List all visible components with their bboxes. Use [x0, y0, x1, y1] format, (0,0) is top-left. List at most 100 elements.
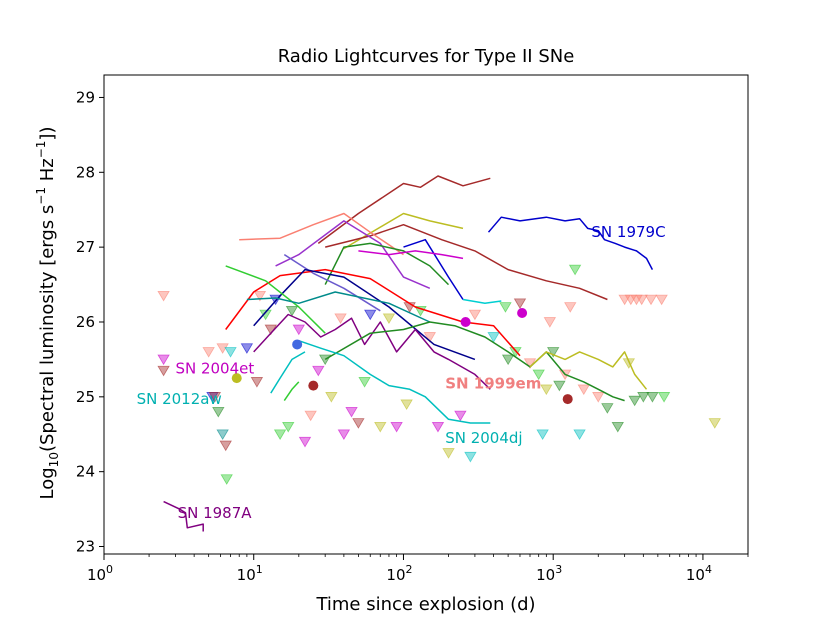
upper-limit-marker: [240, 343, 254, 354]
y-title-sup2: −1: [34, 141, 48, 159]
y-tick-label: 25: [76, 388, 95, 406]
upper-limit-marker: [325, 392, 338, 403]
upper-limit-marker: [513, 298, 527, 310]
upper-limit-marker: [304, 410, 317, 422]
upper-limit-marker: [250, 377, 264, 388]
upper-limit-marker: [382, 313, 396, 324]
lightcurve-red: [225, 268, 521, 357]
upper-limit-marker: [273, 429, 287, 440]
y-title-sub: 10: [47, 452, 61, 467]
upper-limit-marker: [202, 347, 215, 358]
upper-limit-marker: [334, 313, 347, 324]
lightcurve-navy: [253, 268, 476, 361]
y-tick-label: 23: [76, 538, 95, 556]
upper-limit-marker: [312, 365, 325, 377]
upper-limit-marker: [487, 332, 500, 343]
upper-limit-marker: [532, 369, 545, 381]
y-title-sup1: −1: [34, 187, 48, 205]
upper-limit-marker: [592, 392, 605, 403]
y-tick-label: 26: [76, 313, 95, 331]
lightcurve-sn-1987a: [163, 500, 204, 532]
x-axis-title: Time since explosion (d): [315, 594, 535, 615]
upper-limit-marker: [577, 384, 590, 396]
upper-limit-marker: [536, 429, 549, 440]
y-title-main: (Spectral luminosity [ergs s: [37, 205, 58, 452]
upper-limit-marker: [655, 294, 668, 306]
upper-limit-marker: [337, 429, 351, 440]
x-tick-label: 100: [87, 563, 113, 584]
series-label: SN 1979C: [591, 223, 665, 241]
upper-limit-marker: [285, 305, 299, 317]
plot-area: [103, 74, 749, 555]
upper-limit-marker: [601, 403, 614, 414]
y-axis-ticks: 23 24 25 26 27 28 29: [76, 88, 104, 556]
upper-limit-marker: [282, 421, 295, 433]
upper-limit-marker: [431, 421, 445, 433]
detection-point: [460, 316, 471, 327]
upper-limit-marker: [464, 451, 477, 463]
upper-limit-marker: [212, 406, 225, 418]
y-title-hz: Hz: [37, 158, 58, 187]
upper-limit-marker: [618, 294, 631, 306]
detection-point: [231, 373, 242, 384]
detection-point: [308, 380, 319, 391]
series-label: SN 1987A: [178, 504, 253, 522]
lightcurve-khaki-long: [529, 351, 648, 390]
lightcurve-sn-1979c: [487, 216, 654, 270]
upper-limit-marker: [635, 294, 648, 306]
upper-limit-marker: [216, 429, 229, 440]
y-tick-label: 28: [76, 163, 95, 181]
y-tick-label: 27: [76, 238, 95, 256]
lightcurve-purple-wiggle: [253, 313, 491, 390]
lightcurve-slate: [283, 253, 381, 312]
upper-limit-marker: [157, 365, 170, 377]
upper-limit-marker: [390, 421, 403, 433]
lightcurve-khaki: [343, 212, 464, 250]
upper-limit-marker: [468, 309, 482, 321]
upper-limit-marker: [292, 324, 306, 336]
upper-limit-marker: [352, 418, 365, 429]
upper-limit-marker: [657, 392, 671, 403]
upper-limit-marker: [220, 474, 233, 485]
lightcurve-blue-b: [403, 238, 464, 300]
series-label: SN 2004dj: [445, 429, 522, 447]
chart-title: Radio Lightcurves for Type II SNe: [278, 46, 575, 67]
upper-limit-marker: [345, 406, 358, 418]
lightcurve-teal-line: [246, 291, 431, 323]
lightcurve-brown-upper: [317, 175, 491, 245]
upper-limit-marker: [374, 421, 387, 433]
lightcurve-green: [324, 242, 450, 286]
upper-limit-marker: [509, 347, 522, 358]
x-tick-label: 104: [686, 563, 712, 584]
upper-limit-marker: [157, 290, 170, 302]
upper-limit-marker: [208, 392, 222, 403]
upper-limit-marker: [358, 377, 371, 388]
detection-point: [292, 339, 303, 350]
lightcurve-lime: [225, 265, 326, 334]
lightcurve-magenta: [358, 250, 464, 260]
upper-limit-marker: [219, 440, 232, 452]
x-axis-ticks: 100 101 102 103 104: [87, 554, 749, 584]
lightcurve-purple-peak: [275, 220, 431, 289]
upper-limit-marker: [568, 264, 582, 276]
upper-limit-marker: [646, 392, 659, 403]
lightcurve-sn-2004dj: [298, 339, 491, 424]
series-label: SN 2004et: [175, 359, 254, 377]
upper-limit-marker: [224, 347, 237, 358]
upper-limit-marker: [611, 421, 624, 433]
x-tick-label: 101: [237, 563, 263, 584]
upper-limit-marker: [644, 294, 658, 306]
upper-limit-marker: [499, 302, 512, 313]
upper-limit-marker: [157, 354, 170, 366]
x-tick-label: 102: [386, 563, 412, 584]
upper-limit-marker: [628, 395, 641, 407]
plot-frame: [103, 74, 749, 555]
upper-limit-marker: [553, 380, 566, 392]
upper-limit-marker: [364, 309, 377, 321]
lightcurve-brown-long: [325, 223, 608, 301]
upper-limit-marker: [708, 418, 721, 429]
upper-limit-marker: [423, 332, 437, 343]
lightcurve-cyan-short: [462, 298, 502, 305]
lightcurve-salmon: [239, 212, 404, 256]
